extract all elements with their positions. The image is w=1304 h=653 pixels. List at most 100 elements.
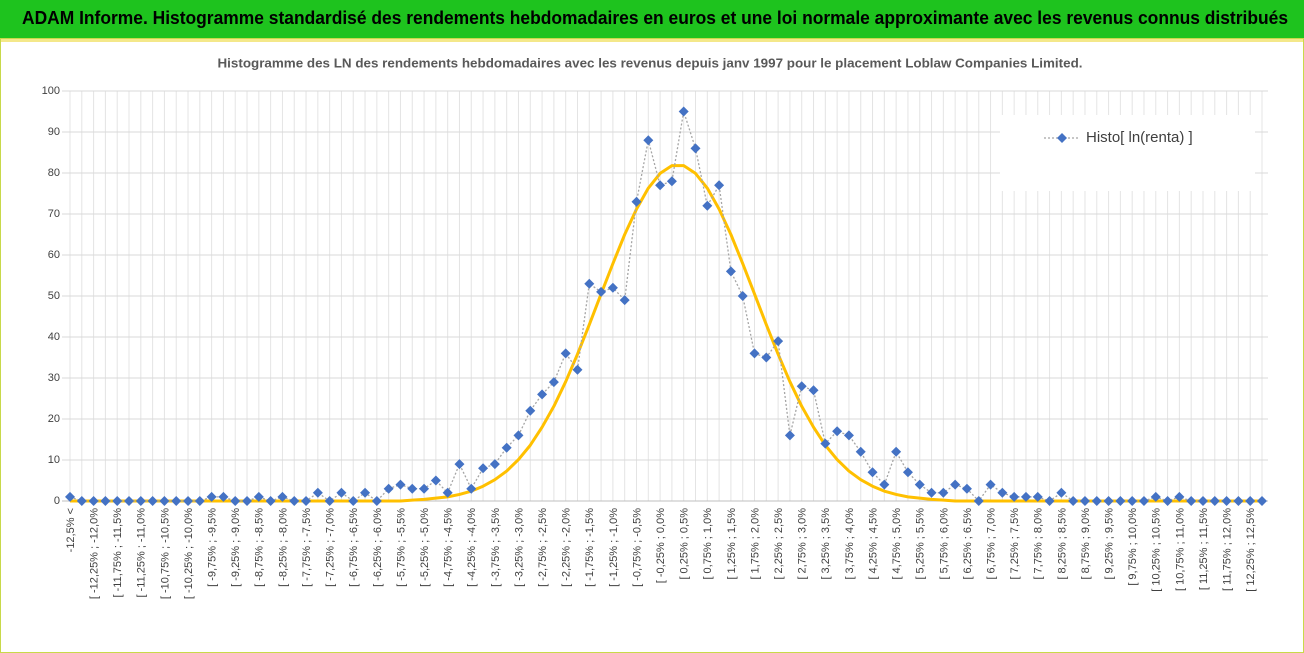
x-tick-label: [ 3,25% ; 3,5%: [820, 508, 832, 580]
marker: [360, 487, 371, 498]
marker: [855, 446, 866, 457]
marker: [973, 496, 984, 506]
header-band: [0, 0, 1304, 38]
x-tick-label: [ 4,25% ; 4,5%: [867, 508, 879, 580]
marker: [1032, 491, 1043, 502]
x-tick-label: [ -1,75% ; -1,5%: [584, 508, 596, 587]
marker: [1150, 491, 1161, 502]
marker: [926, 487, 937, 498]
marker: [537, 389, 548, 400]
marker: [832, 426, 843, 437]
marker: [938, 487, 949, 498]
marker: [985, 479, 996, 490]
marker: [489, 459, 500, 470]
header-rule: [0, 38, 1304, 42]
marker: [784, 430, 795, 441]
marker: [820, 438, 831, 449]
marker: [336, 487, 347, 498]
header-title: ADAM Informe. Histogramme standardisé de…: [22, 8, 1288, 28]
x-tick-label: [ -9,25% ; -9,0%: [230, 508, 242, 587]
x-tick-label: [ 9,25% ; 9,5%: [1103, 508, 1115, 580]
x-tick-label: [ 11,25% ; 11,5%: [1198, 508, 1210, 590]
marker: [230, 496, 241, 506]
marker: [1079, 496, 1090, 506]
x-tick-label: [ -2,75% ; -2,5%: [537, 508, 549, 587]
x-tick-label: [ -9,75% ; -9,5%: [207, 508, 219, 587]
marker: [997, 487, 1008, 498]
plot: Histo[ ln(renta) ]: [65, 106, 1267, 506]
marker: [631, 196, 642, 207]
marker: [100, 496, 111, 506]
x-tick-label: [ -10,75% ; -10,5%: [159, 508, 171, 599]
marker: [277, 491, 288, 502]
x-tick-label: [ 7,75% ; 8,0%: [1033, 508, 1045, 580]
marker: [194, 496, 205, 506]
x-tick-label: [ -8,25% ; -8,0%: [277, 508, 289, 587]
x-tick-label: [ -3,25% ; -3,0%: [513, 508, 525, 587]
marker: [218, 491, 229, 502]
x-tick-label: [ -6,25% ; -6,0%: [372, 508, 384, 587]
marker: [430, 475, 441, 486]
marker: [891, 446, 902, 457]
x-tick-label: [ 8,25% ; 8,5%: [1056, 508, 1068, 580]
marker: [501, 442, 512, 453]
x-tick-label: [ 10,25% ; 10,5%: [1151, 508, 1163, 592]
marker: [1044, 496, 1055, 506]
chart-title: Histogramme des LN des rendements hebdom…: [218, 55, 1083, 70]
marker: [1209, 496, 1220, 506]
marker: [1056, 487, 1067, 498]
marker: [690, 143, 701, 154]
x-tick-label: [ 4,75% ; 5,0%: [891, 508, 903, 580]
x-tick-label: [ 5,75% ; 6,0%: [938, 508, 950, 580]
marker: [1233, 496, 1244, 506]
marker: [560, 348, 571, 359]
marker: [395, 479, 406, 490]
marker: [619, 295, 630, 306]
marker: [1068, 496, 1079, 506]
marker: [961, 483, 972, 494]
y-tick-label: 80: [48, 167, 60, 179]
marker: [289, 496, 300, 506]
x-tick-label: [ 6,25% ; 6,5%: [962, 508, 974, 580]
marker: [1221, 496, 1232, 506]
marker: [761, 352, 772, 363]
x-tick-label: [ -0,75% ; -0,5%: [631, 508, 643, 587]
y-tick-label: 100: [42, 85, 60, 97]
marker: [454, 459, 465, 470]
x-tick-label: [ -3,75% ; -3,5%: [490, 508, 502, 587]
marker: [206, 491, 217, 502]
y-tick-label: 30: [48, 372, 60, 384]
marker: [76, 496, 87, 506]
x-tick-label: [ 6,75% ; 7,0%: [985, 508, 997, 580]
marker: [171, 496, 182, 506]
marker: [773, 336, 784, 347]
y-tick-label: 50: [48, 290, 60, 302]
x-tick-label: [ 2,25% ; 2,5%: [773, 508, 785, 580]
x-tick-label: [ 8,75% ; 9,0%: [1080, 508, 1092, 580]
x-tick-label: [ -7,75% ; -7,5%: [301, 508, 313, 587]
x-tick-label: [ 2,75% ; 3,0%: [797, 508, 809, 580]
marker: [253, 491, 264, 502]
marker: [950, 479, 961, 490]
marker: [65, 491, 75, 502]
marker: [407, 483, 418, 494]
x-tick-label: [ 9,75% ; 10,0%: [1127, 508, 1139, 586]
marker: [419, 483, 430, 494]
x-tick-label: [ -11,75% ; -11,5%: [112, 508, 124, 598]
x-tick-label: [ -11,25% ; -11,0%: [136, 508, 148, 598]
marker: [678, 106, 689, 117]
marker: [1138, 496, 1149, 506]
x-tick-label: [ 1,75% ; 2,0%: [749, 508, 761, 580]
marker: [879, 479, 890, 490]
marker: [88, 496, 99, 506]
marker: [112, 496, 123, 506]
marker: [478, 463, 489, 474]
marker: [643, 135, 654, 146]
x-tick-label: -12,5% <: [65, 508, 77, 552]
marker: [442, 487, 453, 498]
marker: [301, 496, 312, 506]
marker: [466, 483, 477, 494]
marker: [572, 364, 583, 375]
